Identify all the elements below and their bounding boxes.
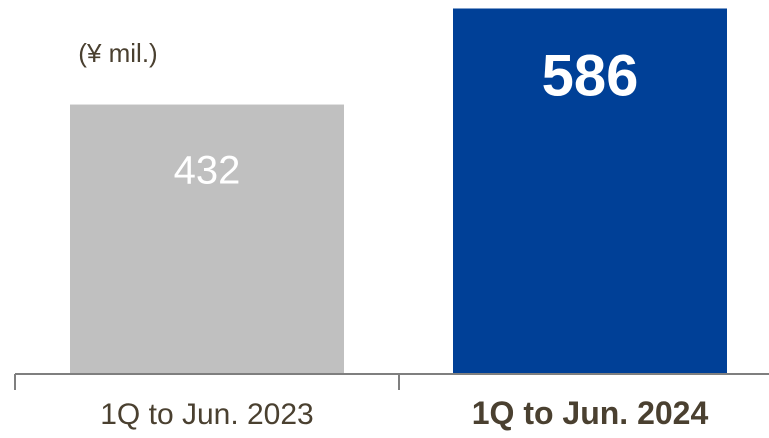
bars-group: [70, 8, 727, 375]
bar-current: [453, 8, 727, 375]
bar-previous: [70, 104, 344, 374]
x-tick-label: 1Q to Jun. 2024: [472, 395, 709, 431]
unit-label: (¥ mil.): [78, 38, 157, 68]
value-labels-group: 432 586: [174, 43, 639, 192]
x-tick-labels-group: 1Q to Jun. 2023 1Q to Jun. 2024: [100, 395, 708, 431]
x-tick-label: 1Q to Jun. 2023: [100, 398, 314, 431]
x-axis: [14, 373, 769, 390]
bar-value-label: 432: [174, 149, 241, 193]
bar-value-label: 586: [542, 43, 639, 108]
